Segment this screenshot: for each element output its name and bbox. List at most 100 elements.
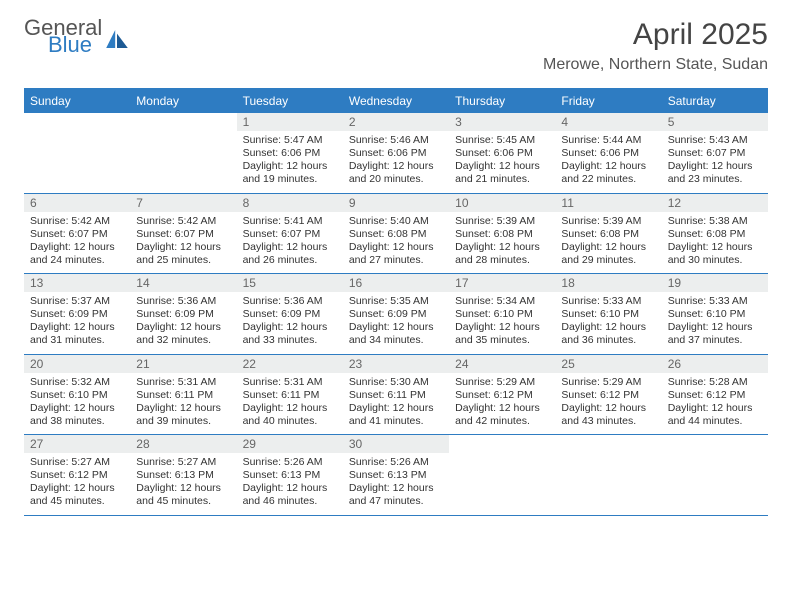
day-details: Sunrise: 5:46 AMSunset: 6:06 PMDaylight:… [343,131,449,193]
day-cell: 22Sunrise: 5:31 AMSunset: 6:11 PMDayligh… [237,355,343,435]
daylight-line: Daylight: 12 hours and 40 minutes. [243,402,337,428]
sunset-line: Sunset: 6:13 PM [349,469,443,482]
day-number: 8 [237,194,343,212]
weekday-header-cell: Friday [555,90,661,112]
day-number: 17 [449,274,555,292]
day-cell: 17Sunrise: 5:34 AMSunset: 6:10 PMDayligh… [449,274,555,354]
day-number: 1 [237,113,343,131]
weekday-header-cell: Thursday [449,90,555,112]
day-cell: 21Sunrise: 5:31 AMSunset: 6:11 PMDayligh… [130,355,236,435]
day-details: Sunrise: 5:41 AMSunset: 6:07 PMDaylight:… [237,212,343,274]
sunrise-line: Sunrise: 5:36 AM [243,295,337,308]
day-number: 12 [662,194,768,212]
day-cell: . [555,435,661,515]
day-cell: 28Sunrise: 5:27 AMSunset: 6:13 PMDayligh… [130,435,236,515]
daylight-line: Daylight: 12 hours and 46 minutes. [243,482,337,508]
brand-logo: General Blue [24,18,128,56]
day-number: 27 [24,435,130,453]
daylight-line: Daylight: 12 hours and 21 minutes. [455,160,549,186]
day-number: 23 [343,355,449,373]
day-cell: 24Sunrise: 5:29 AMSunset: 6:12 PMDayligh… [449,355,555,435]
day-cell: 7Sunrise: 5:42 AMSunset: 6:07 PMDaylight… [130,194,236,274]
day-details: Sunrise: 5:36 AMSunset: 6:09 PMDaylight:… [130,292,236,354]
weekday-header-cell: Monday [130,90,236,112]
daylight-line: Daylight: 12 hours and 23 minutes. [668,160,762,186]
day-details: Sunrise: 5:33 AMSunset: 6:10 PMDaylight:… [555,292,661,354]
sunrise-line: Sunrise: 5:29 AM [455,376,549,389]
sunrise-line: Sunrise: 5:27 AM [136,456,230,469]
weekday-header-cell: Sunday [24,90,130,112]
sunset-line: Sunset: 6:10 PM [561,308,655,321]
sunrise-line: Sunrise: 5:46 AM [349,134,443,147]
daylight-line: Daylight: 12 hours and 45 minutes. [136,482,230,508]
weeks-container: ..1Sunrise: 5:47 AMSunset: 6:06 PMDaylig… [24,112,768,515]
daylight-line: Daylight: 12 hours and 38 minutes. [30,402,124,428]
sunrise-line: Sunrise: 5:37 AM [30,295,124,308]
day-number: 4 [555,113,661,131]
day-cell: 30Sunrise: 5:26 AMSunset: 6:13 PMDayligh… [343,435,449,515]
sunrise-line: Sunrise: 5:33 AM [561,295,655,308]
sunset-line: Sunset: 6:06 PM [561,147,655,160]
sunset-line: Sunset: 6:10 PM [668,308,762,321]
weekday-header-cell: Wednesday [343,90,449,112]
sunrise-line: Sunrise: 5:32 AM [30,376,124,389]
day-cell: 23Sunrise: 5:30 AMSunset: 6:11 PMDayligh… [343,355,449,435]
day-cell: 29Sunrise: 5:26 AMSunset: 6:13 PMDayligh… [237,435,343,515]
day-number: 9 [343,194,449,212]
daylight-line: Daylight: 12 hours and 44 minutes. [668,402,762,428]
daylight-line: Daylight: 12 hours and 36 minutes. [561,321,655,347]
sunset-line: Sunset: 6:12 PM [455,389,549,402]
day-cell: 6Sunrise: 5:42 AMSunset: 6:07 PMDaylight… [24,194,130,274]
day-cell: 5Sunrise: 5:43 AMSunset: 6:07 PMDaylight… [662,113,768,193]
sunset-line: Sunset: 6:12 PM [668,389,762,402]
sunrise-line: Sunrise: 5:35 AM [349,295,443,308]
day-details: Sunrise: 5:28 AMSunset: 6:12 PMDaylight:… [662,373,768,435]
sunset-line: Sunset: 6:11 PM [136,389,230,402]
sunset-line: Sunset: 6:09 PM [30,308,124,321]
day-cell: 13Sunrise: 5:37 AMSunset: 6:09 PMDayligh… [24,274,130,354]
day-number: 10 [449,194,555,212]
week-row: 27Sunrise: 5:27 AMSunset: 6:12 PMDayligh… [24,434,768,515]
day-details: Sunrise: 5:33 AMSunset: 6:10 PMDaylight:… [662,292,768,354]
sunrise-line: Sunrise: 5:42 AM [30,215,124,228]
daylight-line: Daylight: 12 hours and 34 minutes. [349,321,443,347]
day-number: 14 [130,274,236,292]
sunset-line: Sunset: 6:12 PM [561,389,655,402]
day-number: 13 [24,274,130,292]
sunrise-line: Sunrise: 5:45 AM [455,134,549,147]
daylight-line: Daylight: 12 hours and 30 minutes. [668,241,762,267]
day-cell: 8Sunrise: 5:41 AMSunset: 6:07 PMDaylight… [237,194,343,274]
day-cell: 25Sunrise: 5:29 AMSunset: 6:12 PMDayligh… [555,355,661,435]
day-number: 15 [237,274,343,292]
day-cell: 26Sunrise: 5:28 AMSunset: 6:12 PMDayligh… [662,355,768,435]
week-row: 20Sunrise: 5:32 AMSunset: 6:10 PMDayligh… [24,354,768,435]
day-details: Sunrise: 5:27 AMSunset: 6:13 PMDaylight:… [130,453,236,515]
sunset-line: Sunset: 6:07 PM [136,228,230,241]
day-number: 24 [449,355,555,373]
calendar-grid: SundayMondayTuesdayWednesdayThursdayFrid… [24,88,768,516]
sunrise-line: Sunrise: 5:40 AM [349,215,443,228]
sunset-line: Sunset: 6:08 PM [455,228,549,241]
day-details: Sunrise: 5:36 AMSunset: 6:09 PMDaylight:… [237,292,343,354]
sunrise-line: Sunrise: 5:38 AM [668,215,762,228]
day-details: Sunrise: 5:44 AMSunset: 6:06 PMDaylight:… [555,131,661,193]
brand-blue: Blue [48,35,102,56]
day-number: 22 [237,355,343,373]
daylight-line: Daylight: 12 hours and 20 minutes. [349,160,443,186]
sunset-line: Sunset: 6:08 PM [668,228,762,241]
daylight-line: Daylight: 12 hours and 25 minutes. [136,241,230,267]
day-number: 19 [662,274,768,292]
day-details: Sunrise: 5:29 AMSunset: 6:12 PMDaylight:… [449,373,555,435]
daylight-line: Daylight: 12 hours and 29 minutes. [561,241,655,267]
daylight-line: Daylight: 12 hours and 32 minutes. [136,321,230,347]
day-cell: 12 Sunrise: 5:38 AMSunset: 6:08 PMDayligh… [662,194,768,274]
day-details: Sunrise: 5:31 AMSunset: 6:11 PMDaylight:… [237,373,343,435]
daylight-line: Daylight: 12 hours and 47 minutes. [349,482,443,508]
day-cell: 18Sunrise: 5:33 AMSunset: 6:10 PMDayligh… [555,274,661,354]
sunrise-line: Sunrise: 5:26 AM [243,456,337,469]
sunrise-line: Sunrise: 5:33 AM [668,295,762,308]
daylight-line: Daylight: 12 hours and 42 minutes. [455,402,549,428]
daylight-line: Daylight: 12 hours and 35 minutes. [455,321,549,347]
day-details: Sunrise: 5:27 AMSunset: 6:12 PMDaylight:… [24,453,130,515]
weekday-header-cell: Tuesday [237,90,343,112]
